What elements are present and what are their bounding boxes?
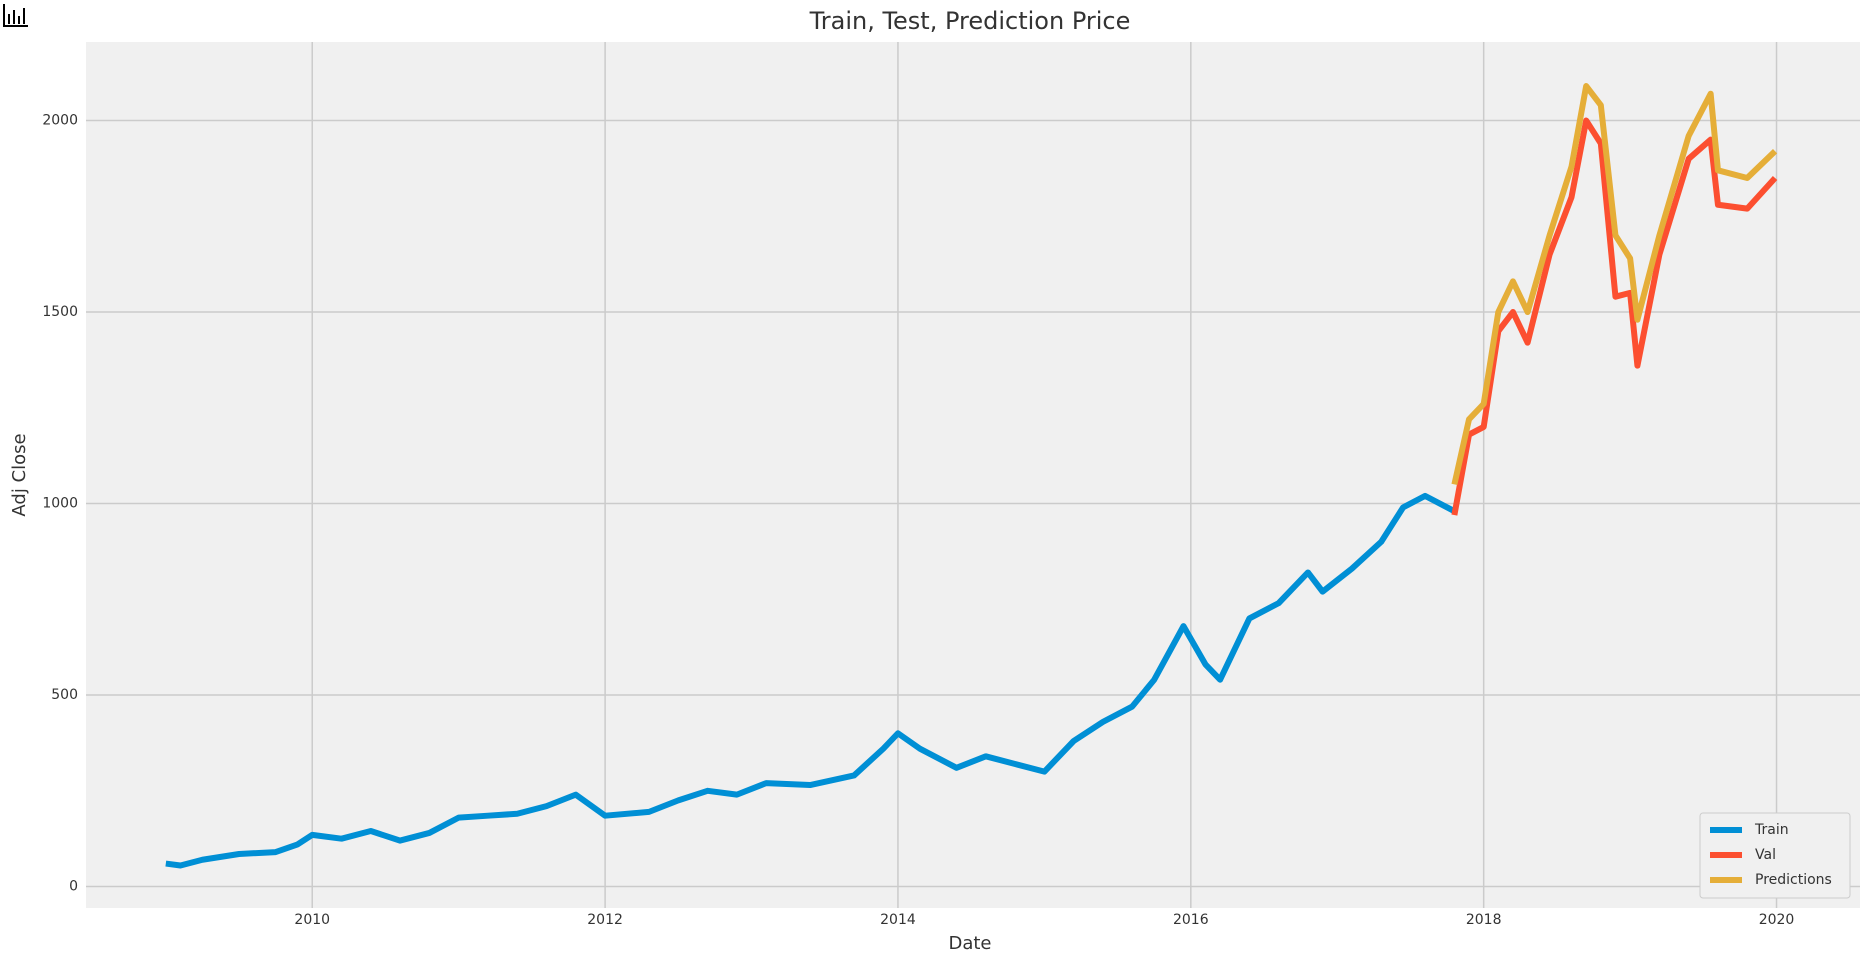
x-axis-label: Date: [948, 933, 991, 954]
y-tick-label: 500: [51, 687, 78, 703]
y-tick-label: 1500: [42, 304, 78, 320]
x-tick-label: 2020: [1759, 912, 1795, 928]
legend-label: Train: [1754, 822, 1789, 838]
x-tick-label: 2018: [1466, 912, 1502, 928]
legend-label: Predictions: [1755, 872, 1832, 888]
line: [165, 492, 1456, 869]
y-axis-label: Adj Close: [9, 433, 30, 516]
y-tick-label: 1000: [42, 496, 78, 512]
legend-label: Val: [1755, 847, 1776, 863]
line: [1451, 83, 1778, 486]
x-tick-label: 2014: [880, 912, 916, 928]
x-tick-label: 2012: [587, 912, 623, 928]
x-tick-label: 2016: [1173, 912, 1209, 928]
x-tick-label: 2010: [294, 912, 330, 928]
legend-box: [1699, 812, 1851, 899]
icon: [3, 4, 28, 27]
line: [1451, 117, 1778, 516]
y-tick-label: 0: [69, 879, 78, 895]
plot-area: [86, 42, 1860, 908]
y-tick-label: 2000: [42, 113, 78, 129]
chart-title: Train, Test, Prediction Price: [809, 7, 1131, 35]
